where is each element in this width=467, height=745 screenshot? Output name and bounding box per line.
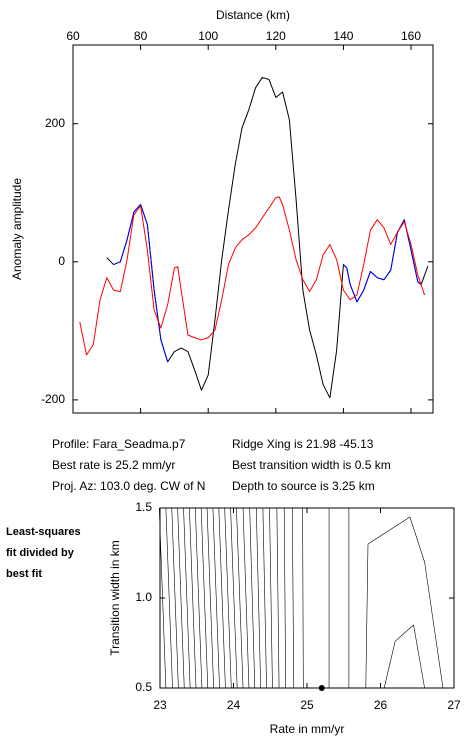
- contour-line: [158, 507, 167, 689]
- y-tick-label: 0.5: [135, 680, 152, 694]
- y-tick-label: 1.5: [135, 500, 152, 514]
- contour-line: [194, 507, 203, 689]
- y-tick-label: 0: [58, 254, 65, 268]
- contour-line: [283, 507, 286, 689]
- annotation: Least-squares: [6, 526, 81, 538]
- contour-line: [230, 507, 238, 689]
- contour-line: [189, 507, 197, 689]
- contour-line: [269, 507, 273, 689]
- contour-line: [255, 507, 261, 689]
- y-axis-label: Anomaly amplitude: [10, 178, 24, 280]
- contour-line: [200, 507, 209, 689]
- x-axis-label: Rate in mm/yr: [270, 722, 345, 736]
- x-tick-label: 27: [447, 698, 461, 712]
- x-tick-label: 26: [374, 698, 388, 712]
- annotation: fit divided by: [6, 547, 75, 559]
- contour-line: [249, 507, 256, 689]
- data-line: [106, 76, 429, 399]
- annotation: Proj. Az: 103.0 deg. CW of N: [52, 479, 205, 493]
- data-line: [79, 196, 426, 356]
- x-tick-label: 100: [198, 29, 218, 43]
- contour-line: [292, 507, 295, 689]
- contour-line: [242, 507, 250, 689]
- contour-line: [383, 624, 425, 689]
- annotation: Depth to source is 3.25 km: [232, 479, 375, 493]
- y-tick-label: -200: [41, 392, 65, 406]
- x-tick-label: 160: [401, 29, 421, 43]
- y-axis-label: Transition width in km: [108, 540, 122, 656]
- x-tick-label: 60: [66, 29, 80, 43]
- contour-line: [365, 516, 444, 689]
- data-line: [113, 203, 422, 363]
- contour-line: [224, 507, 232, 689]
- x-tick-label: 24: [227, 698, 241, 712]
- contour-line: [276, 507, 280, 689]
- x-tick-label: 80: [134, 29, 148, 43]
- contour-line: [183, 507, 191, 689]
- y-tick-label: 1.0: [135, 590, 152, 604]
- x-tick-label: 140: [333, 29, 353, 43]
- contour-line: [218, 507, 226, 689]
- annotation: Best rate is 25.2 mm/yr: [52, 458, 175, 472]
- x-tick-label: 120: [266, 29, 286, 43]
- y-tick-label: 200: [45, 116, 65, 130]
- contour-line: [262, 507, 267, 689]
- x-axis-label: Distance (km): [216, 8, 290, 22]
- contour-line: [171, 507, 179, 689]
- contour-line: [206, 507, 214, 689]
- annotation: Profile: Fara_Seadma.p7: [52, 437, 186, 451]
- contour-line: [177, 507, 185, 689]
- plot-frame: [72, 44, 434, 414]
- best-fit-point: [318, 685, 325, 691]
- contour-line: [212, 507, 220, 689]
- plot-frame: [159, 507, 455, 689]
- contour-line: [302, 507, 304, 689]
- x-tick-label: 25: [300, 698, 314, 712]
- x-tick-label: 23: [153, 698, 167, 712]
- contour-line: [236, 507, 244, 689]
- annotation: Best transition width is 0.5 km: [232, 458, 391, 472]
- contour-line: [165, 507, 173, 689]
- annotation: Ridge Xing is 21.98 -45.13: [232, 437, 374, 451]
- annotation: best fit: [6, 568, 42, 580]
